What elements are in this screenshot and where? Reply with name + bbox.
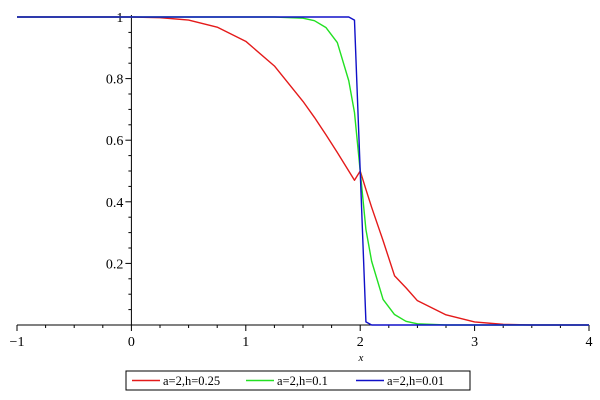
y-tick-label: 1 — [116, 11, 123, 26]
x-tick-label: 1 — [242, 335, 249, 350]
x-tick-label: 2 — [357, 335, 364, 350]
x-tick-label: 4 — [586, 335, 593, 350]
y-tick-label: 0.2 — [106, 257, 124, 272]
legend-label-3: a=2,h=0.01 — [387, 374, 444, 388]
series-line-3 — [17, 16, 589, 326]
y-tick-label: 0.8 — [106, 73, 124, 88]
chart-axes: −1 0 1 2 3 4 0.2 0.4 0.6 0.8 1 x — [10, 11, 593, 364]
chart-legend: a=2,h=0.25 a=2,h=0.1 a=2,h=0.01 — [125, 370, 471, 391]
y-tick-label: 0.4 — [106, 196, 124, 211]
series-line-1 — [17, 16, 589, 326]
x-tick-label: 0 — [128, 335, 135, 350]
y-tick-label: 0.6 — [106, 134, 124, 149]
x-tick-label: −1 — [10, 335, 25, 350]
series-line-2 — [17, 16, 589, 326]
chart-series — [17, 16, 589, 326]
x-axis-title: x — [358, 352, 364, 364]
legend-label-2: a=2,h=0.1 — [277, 374, 328, 388]
legend-box — [125, 370, 471, 391]
x-tick-label: 3 — [471, 335, 478, 350]
legend-label-1: a=2,h=0.25 — [163, 374, 220, 388]
